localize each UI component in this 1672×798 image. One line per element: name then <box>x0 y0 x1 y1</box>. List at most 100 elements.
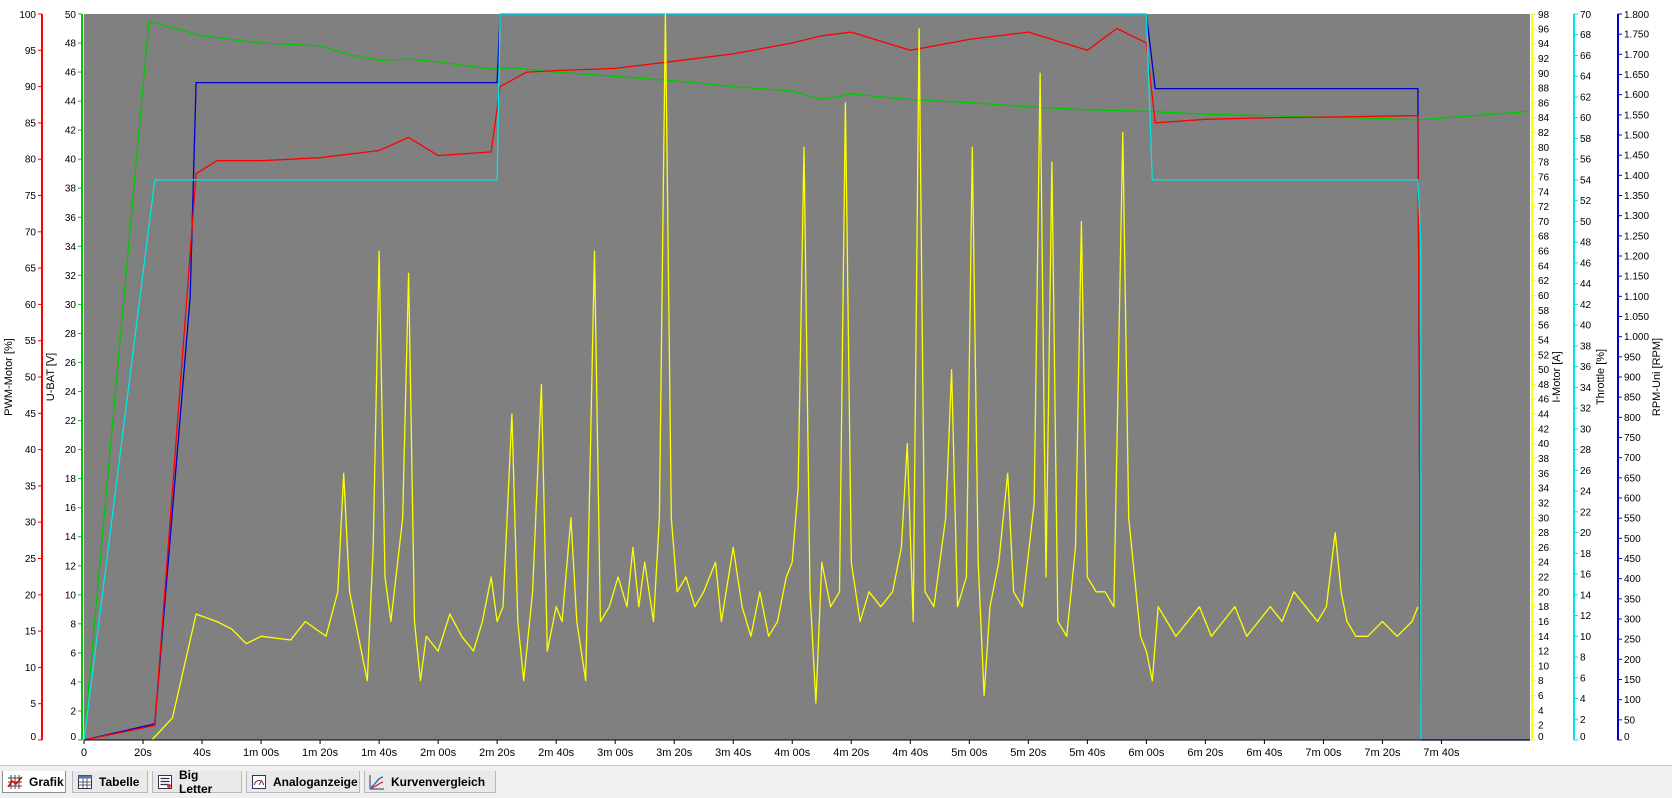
tick-label-rpm: 1.800 <box>1624 10 1649 21</box>
tick-label-rpm: 1.350 <box>1624 191 1649 202</box>
tick-label-ubat: 20 <box>65 445 77 456</box>
tab-big-letter[interactable]: Big Letter <box>152 767 242 796</box>
telemetry-chart: PWM-Motor [%]051015202530354045505560657… <box>3 10 1663 759</box>
x-tick-label: 6m 40s <box>1246 747 1283 759</box>
tick-label-ubat: 6 <box>70 648 76 659</box>
tick-label-ubat: 46 <box>65 68 77 79</box>
axis-title-imotor: I-Motor [A] <box>1551 351 1563 402</box>
tick-label-pwm: 100 <box>19 10 36 21</box>
tick-label-ubat: 32 <box>65 271 77 282</box>
tick-label-rpm: 650 <box>1624 473 1641 484</box>
tick-label-pwm: 50 <box>25 373 37 384</box>
tick-label-imotor: 24 <box>1538 558 1550 569</box>
bottom-tab-bar: Grafik Tabelle Big Letter Analoganzeige … <box>0 765 1672 798</box>
tick-label-throttle: 42 <box>1580 300 1592 311</box>
tab-analoganzeige[interactable]: Analoganzeige <box>246 771 360 793</box>
tick-label-pwm: 45 <box>25 409 37 420</box>
tick-label-rpm: 1.300 <box>1624 211 1649 222</box>
x-tick-label: 6m 20s <box>1187 747 1224 759</box>
tick-label-imotor: 70 <box>1538 217 1550 228</box>
tick-label-imotor: 28 <box>1538 528 1550 539</box>
tick-label-imotor: 12 <box>1538 647 1550 658</box>
tick-label-rpm: 1.500 <box>1624 131 1649 142</box>
tick-label-imotor: 62 <box>1538 276 1550 287</box>
tick-label-rpm: 1.250 <box>1624 231 1649 242</box>
tick-label-rpm: 100 <box>1624 695 1641 706</box>
tab-label: Big Letter <box>179 767 213 796</box>
tick-label-rpm: 1.100 <box>1624 292 1649 303</box>
tick-label-rpm: 800 <box>1624 413 1641 424</box>
tick-label-rpm: 850 <box>1624 393 1641 404</box>
tick-label-throttle: 58 <box>1580 134 1592 145</box>
tick-label-ubat: 12 <box>65 561 77 572</box>
x-tick-label: 2m 40s <box>538 747 575 759</box>
tick-label-rpm: 450 <box>1624 554 1641 565</box>
table-icon <box>77 774 93 790</box>
tick-label-imotor: 2 <box>1538 721 1544 732</box>
tick-label-ubat: 10 <box>65 590 77 601</box>
grid-chart-icon <box>7 774 23 790</box>
tick-label-imotor: 40 <box>1538 439 1550 450</box>
tick-label-imotor: 68 <box>1538 232 1550 243</box>
tick-label-throttle: 22 <box>1580 507 1592 518</box>
tick-label-rpm: 0 <box>1624 732 1630 743</box>
tick-label-pwm: 0 <box>30 732 36 743</box>
tick-label-rpm: 400 <box>1624 574 1641 585</box>
axis-title-rpm: RPM-Uni [RPM] <box>1651 338 1663 416</box>
tick-label-pwm: 95 <box>25 46 37 57</box>
axes-group: PWM-Motor [%]051015202530354045505560657… <box>3 10 1663 743</box>
axis-title-throttle: Throttle [%] <box>1595 349 1607 405</box>
series-line-imotor <box>151 13 1419 741</box>
x-tick-label: 4m 40s <box>892 747 929 759</box>
tick-label-imotor: 76 <box>1538 172 1550 183</box>
tick-label-rpm: 1.450 <box>1624 151 1649 162</box>
tick-label-throttle: 16 <box>1580 570 1592 581</box>
x-tick-label: 7m 20s <box>1364 747 1401 759</box>
x-tick-label: 3m 40s <box>715 747 752 759</box>
tick-label-imotor: 90 <box>1538 69 1550 80</box>
tick-label-pwm: 65 <box>25 264 37 275</box>
tick-label-imotor: 18 <box>1538 602 1550 613</box>
tick-label-imotor: 32 <box>1538 498 1550 509</box>
x-tick-label: 0 <box>81 747 87 759</box>
x-tick-label: 20s <box>134 747 152 759</box>
tick-label-imotor: 74 <box>1538 187 1550 198</box>
tick-label-ubat: 48 <box>65 39 77 50</box>
tab-grafik[interactable]: Grafik <box>2 771 66 793</box>
tick-label-imotor: 66 <box>1538 247 1550 258</box>
tab-tabelle[interactable]: Tabelle <box>72 771 148 793</box>
x-tick-label: 4m 20s <box>833 747 870 759</box>
x-tick-label: 7m 00s <box>1305 747 1342 759</box>
axis-title-ubat: U-BAT [V] <box>45 353 57 402</box>
tab-kurvenvergleich[interactable]: Kurvenvergleich <box>364 771 496 793</box>
tick-label-imotor: 54 <box>1538 335 1550 346</box>
tick-label-throttle: 0 <box>1580 732 1586 743</box>
x-tick-label: 40s <box>193 747 211 759</box>
tick-label-throttle: 18 <box>1580 549 1592 560</box>
tab-label: Analoganzeige <box>273 774 358 789</box>
tick-label-imotor: 26 <box>1538 543 1550 554</box>
x-tick-label: 2m 20s <box>479 747 516 759</box>
tick-label-ubat: 34 <box>65 242 77 253</box>
tick-label-throttle: 14 <box>1580 590 1592 601</box>
tick-label-throttle: 56 <box>1580 155 1592 166</box>
tick-label-imotor: 4 <box>1538 706 1544 717</box>
tab-label: Grafik <box>29 774 64 789</box>
tick-label-throttle: 70 <box>1580 10 1592 21</box>
tick-label-imotor: 84 <box>1538 113 1550 124</box>
tick-label-rpm: 1.650 <box>1624 70 1649 81</box>
tick-label-ubat: 26 <box>65 358 77 369</box>
tick-label-imotor: 14 <box>1538 632 1550 643</box>
x-tick-label: 5m 20s <box>1010 747 1047 759</box>
tick-label-ubat: 30 <box>65 300 77 311</box>
tick-label-imotor: 46 <box>1538 395 1550 406</box>
tick-label-ubat: 38 <box>65 184 77 195</box>
tick-label-throttle: 62 <box>1580 92 1592 103</box>
tick-label-throttle: 64 <box>1580 72 1592 83</box>
tick-label-imotor: 82 <box>1538 128 1550 139</box>
tick-label-throttle: 26 <box>1580 466 1592 477</box>
tick-label-ubat: 36 <box>65 213 77 224</box>
tick-label-pwm: 30 <box>25 518 37 529</box>
tick-label-ubat: 14 <box>65 532 77 543</box>
tick-label-imotor: 36 <box>1538 469 1550 480</box>
